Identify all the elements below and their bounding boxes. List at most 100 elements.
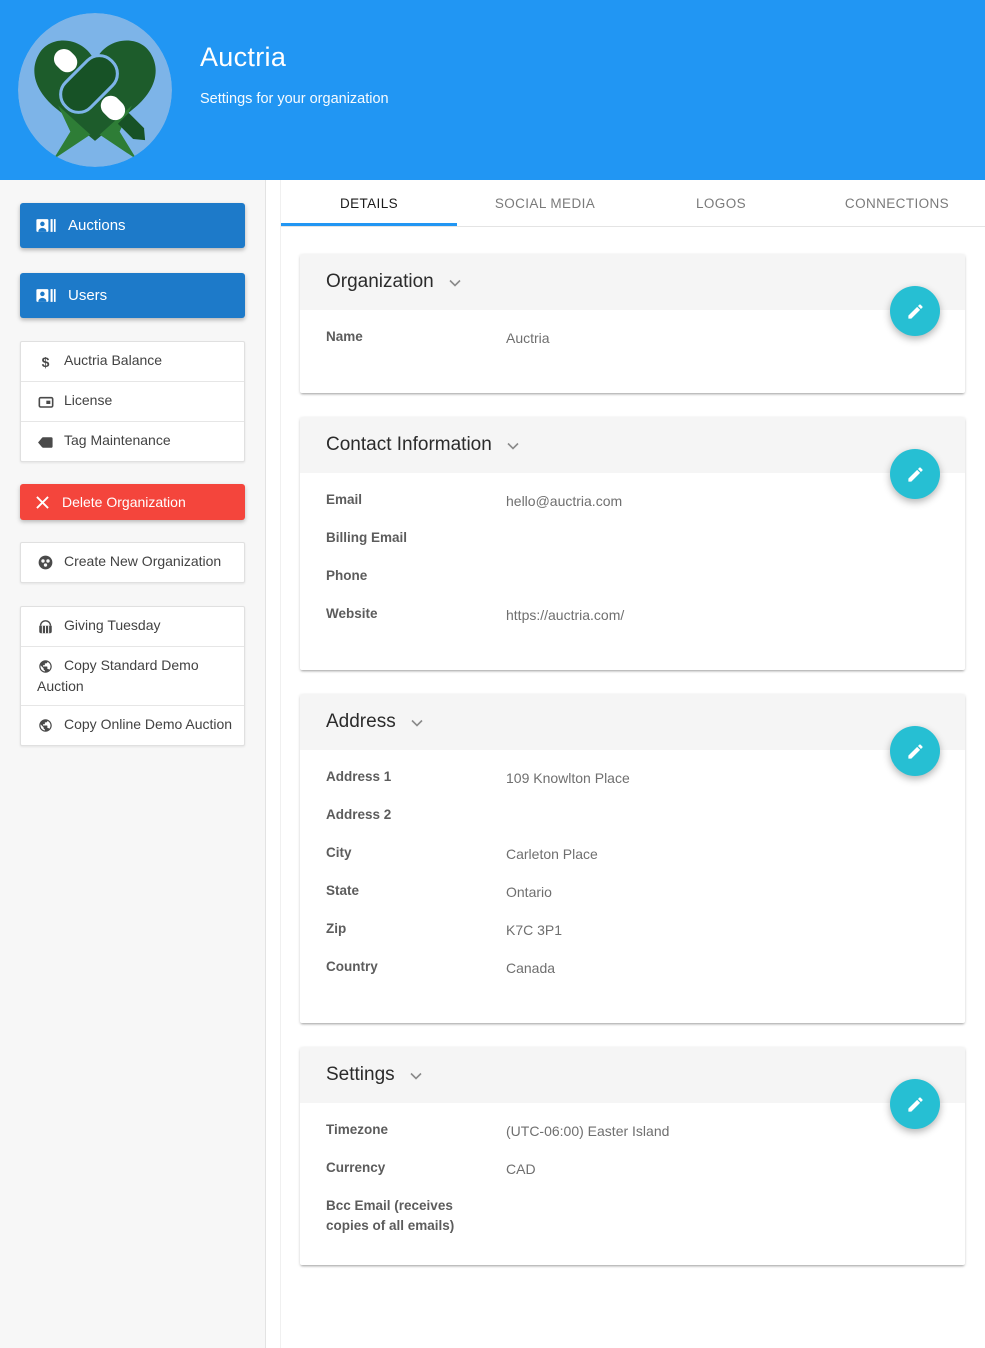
page-header: Auctria Settings for your organization — [0, 0, 985, 180]
tab-logos[interactable]: LOGOS — [695, 196, 746, 211]
edit-settings-button[interactable] — [890, 1079, 940, 1129]
close-icon — [36, 495, 49, 509]
delete-organization-button[interactable]: Delete Organization — [20, 484, 245, 520]
card-title: Organization — [326, 271, 434, 292]
field-row: Phone — [326, 566, 939, 604]
sidebar-item-auctria-balance[interactable]: $ Auctria Balance — [21, 342, 244, 381]
sidebar-item-label: Tag Maintenance — [64, 432, 171, 448]
card-title: Contact Information — [326, 434, 492, 455]
field-row: Name Auctria — [326, 327, 939, 365]
field-label: Currency — [326, 1160, 386, 1175]
card-contact-information: Contact Information Email hello@auctria.… — [300, 417, 965, 670]
sidebar-item-tag-maintenance[interactable]: Tag Maintenance — [21, 421, 244, 461]
card-header: Contact Information — [300, 417, 965, 473]
card-body: Name Auctria — [300, 310, 965, 393]
field-value: Auctria — [506, 330, 550, 346]
contacts-card-icon — [36, 289, 56, 302]
field-label: Zip — [326, 921, 347, 936]
card-header: Address — [300, 694, 965, 750]
card-body: Email hello@auctria.com Billing Email Ph… — [300, 473, 965, 670]
pencil-icon — [907, 1096, 923, 1112]
field-row: Bcc Email (receives copies of all emails… — [326, 1196, 939, 1237]
edit-address-button[interactable] — [890, 726, 940, 776]
field-label: Website — [326, 606, 378, 621]
sidebar-item-label: Giving Tuesday — [64, 617, 161, 633]
sidebar-tools-group: $ Auctria Balance License Tag Maintenance — [20, 341, 245, 462]
field-row: Billing Email — [326, 528, 939, 566]
sidebar-item-label: License — [64, 392, 113, 408]
sidebar-item-copy-online-demo-auction[interactable]: Copy Online Demo Auction — [21, 705, 244, 745]
card-title-toggle[interactable]: Address — [326, 711, 423, 733]
field-row: Currency CAD — [326, 1158, 939, 1196]
card-title-toggle[interactable]: Settings — [326, 1064, 422, 1086]
edit-contact-information-button[interactable] — [890, 449, 940, 499]
field-label: Address 1 — [326, 769, 392, 784]
field-label: Bcc Email (receives copies of all emails… — [326, 1198, 455, 1234]
sidebar-item-copy-standard-demo-auction[interactable]: Copy Standard Demo Auction — [21, 646, 244, 705]
tab-social-media[interactable]: SOCIAL MEDIA — [494, 196, 596, 211]
demo-auctions-group: Giving Tuesday Copy Standard Demo Auctio… — [20, 606, 245, 746]
create-new-organization-label: Create New Organization — [64, 553, 222, 569]
field-row: State Ontario — [326, 881, 939, 919]
chevron-down-icon — [507, 434, 519, 455]
tab-details[interactable]: DETAILS — [281, 180, 457, 226]
field-row: Website https://auctria.com/ — [326, 604, 939, 642]
page-title: Auctria — [200, 42, 287, 72]
field-row: Timezone (UTC-06:00) Easter Island — [326, 1120, 939, 1158]
field-row: City Carleton Place — [326, 843, 939, 881]
create-new-organization-button[interactable]: Create New Organization — [21, 543, 244, 582]
field-label: State — [326, 883, 360, 898]
card-title-toggle[interactable]: Organization — [326, 271, 461, 293]
pencil-icon — [907, 743, 923, 759]
field-value: Carleton Place — [506, 846, 598, 862]
sidebar-item-label: Auctria Balance — [64, 352, 163, 368]
field-label: Address 2 — [326, 807, 392, 822]
card-settings: Settings Timezone (UTC-06:00) Easter Isl… — [300, 1047, 965, 1265]
field-label: Email — [326, 492, 363, 507]
card-address: Address Address 1 109 Knowlton Place Add… — [300, 694, 965, 1023]
globe-icon — [37, 717, 54, 736]
field-label: Name — [326, 329, 363, 344]
sidebar-item-giving-tuesday[interactable]: Giving Tuesday — [21, 607, 244, 646]
basket-icon — [37, 618, 54, 637]
sidebar-button-label: Users — [68, 287, 108, 304]
field-value: Ontario — [506, 884, 552, 900]
card-body: Address 1 109 Knowlton Place Address 2 C… — [300, 750, 965, 1023]
field-label: City — [326, 845, 352, 860]
card-header: Organization — [300, 254, 965, 310]
delete-organization-label: Delete Organization — [62, 494, 186, 510]
chevron-down-icon — [411, 711, 423, 732]
card-body: Timezone (UTC-06:00) Easter Island Curre… — [300, 1103, 965, 1265]
field-label: Country — [326, 959, 378, 974]
card-header: Settings — [300, 1047, 965, 1103]
field-row: Address 2 — [326, 805, 939, 843]
field-value: (UTC-06:00) Easter Island — [506, 1123, 670, 1139]
pencil-icon — [907, 466, 923, 482]
card-title: Settings — [326, 1064, 395, 1085]
field-label: Timezone — [326, 1122, 389, 1137]
sidebar-button-auctions[interactable]: Auctions — [20, 203, 245, 248]
card-title-toggle[interactable]: Contact Information — [326, 434, 519, 456]
sidebar-button-label: Auctions — [68, 217, 126, 234]
tab-bar: DETAILS SOCIAL MEDIA LOGOS CONNECTIONS — [281, 180, 985, 227]
sidebar-item-license[interactable]: License — [21, 381, 244, 421]
field-value: hello@auctria.com — [506, 493, 623, 509]
main-content: DETAILS SOCIAL MEDIA LOGOS CONNECTIONS O… — [280, 180, 985, 1348]
card-title: Address — [326, 711, 396, 732]
globe-icon — [37, 658, 54, 677]
dollar-icon: $ — [41, 354, 50, 370]
sidebar: Auctions Users $ Auctria Balance License — [0, 180, 266, 1348]
license-card-icon — [37, 393, 54, 412]
tab-connections[interactable]: CONNECTIONS — [844, 196, 950, 211]
field-value: 109 Knowlton Place — [506, 770, 630, 786]
chevron-down-icon — [449, 271, 461, 292]
pencil-icon — [907, 303, 923, 319]
edit-organization-button[interactable] — [890, 286, 940, 336]
field-row: Address 1 109 Knowlton Place — [326, 767, 939, 805]
field-value: https://auctria.com/ — [506, 607, 625, 623]
field-value: Canada — [506, 960, 556, 976]
create-organization-group: Create New Organization — [20, 542, 245, 583]
field-row: Country Canada — [326, 957, 939, 995]
sidebar-button-users[interactable]: Users — [20, 273, 245, 318]
